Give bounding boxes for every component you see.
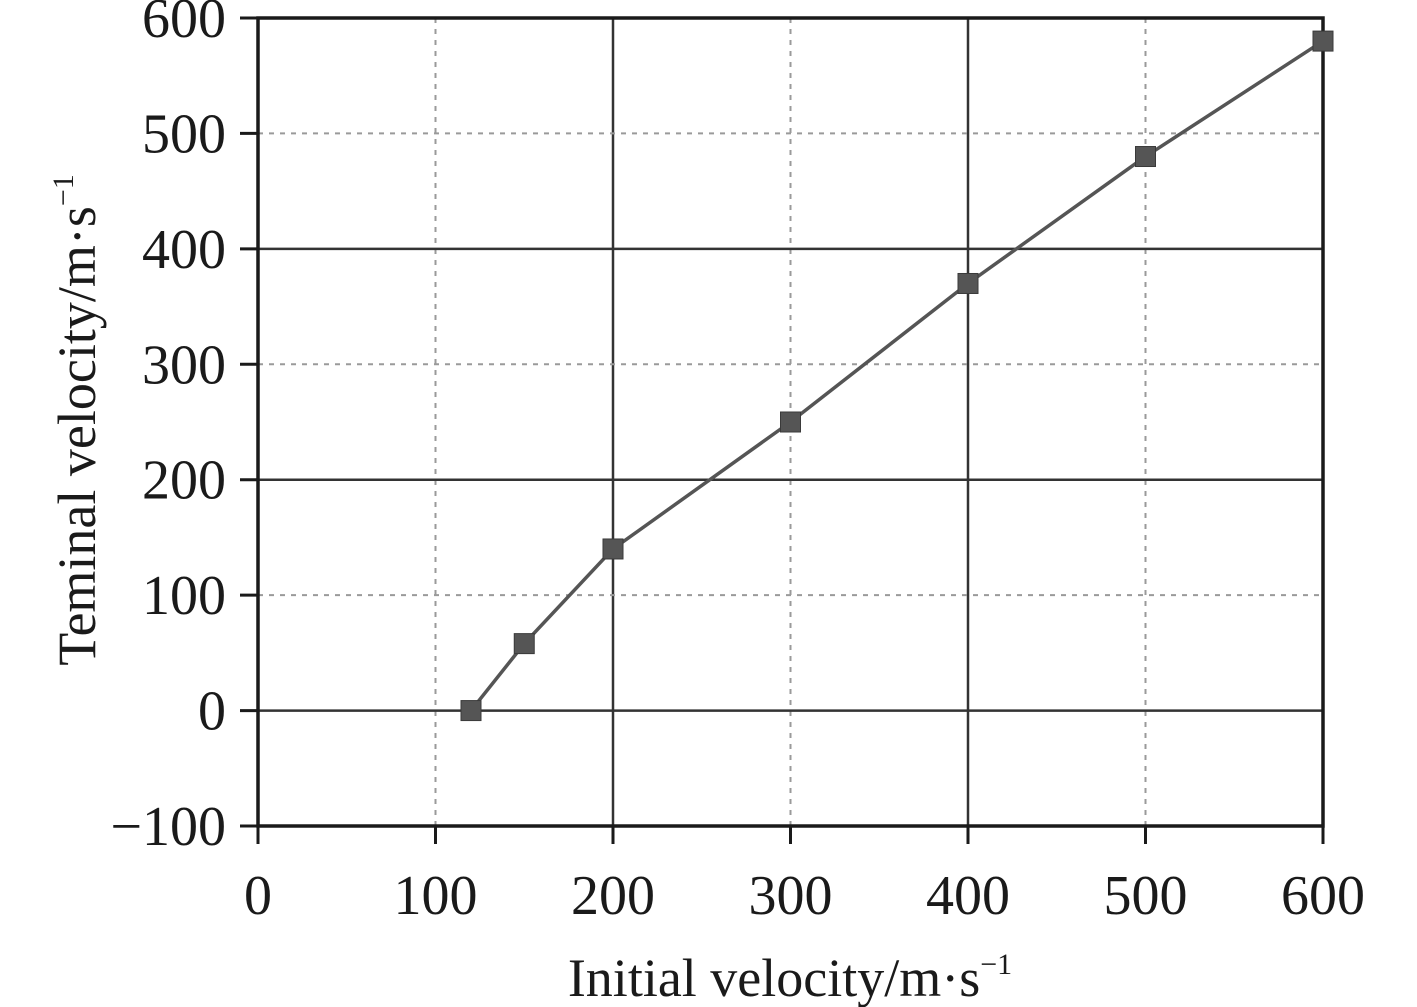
x-tick-label: 400: [926, 865, 1010, 927]
data-point-marker: [460, 700, 482, 722]
x-axis-label: Initial velocity/m·s−1: [568, 948, 1012, 1007]
y-tick-label: 600: [142, 0, 226, 50]
y-tick-label: 0: [198, 681, 226, 743]
y-tick-label: 400: [142, 219, 226, 281]
data-point-marker: [957, 272, 979, 294]
data-point-marker: [1312, 30, 1334, 52]
y-tick-label: −100: [110, 796, 226, 858]
x-tick-label: 600: [1281, 865, 1365, 927]
x-tick-label: 200: [571, 865, 655, 927]
grid: [258, 18, 1323, 826]
x-tick-label: 100: [394, 865, 478, 927]
series-line: [469, 39, 1324, 712]
x-tick-label: 500: [1104, 865, 1188, 927]
data-point-marker: [780, 411, 801, 433]
y-tick-label: 200: [142, 450, 226, 512]
data-series: [460, 30, 1334, 722]
x-tick-label: 0: [244, 865, 272, 927]
data-point-marker: [602, 538, 624, 560]
data-point-marker: [1135, 146, 1156, 168]
x-axis-ticks: 0 100 200 300 400 500 600: [244, 826, 1365, 927]
y-tick-label: 500: [142, 103, 226, 165]
data-point-marker: [513, 633, 535, 655]
y-axis-ticks: −100 0 100 200 300 400 500 600: [110, 0, 258, 858]
x-tick-label: 300: [749, 865, 833, 927]
y-tick-label: 100: [142, 565, 226, 627]
y-axis-label: Teminal velocity/m·s−1: [47, 174, 107, 666]
y-tick-label: 300: [142, 334, 226, 396]
